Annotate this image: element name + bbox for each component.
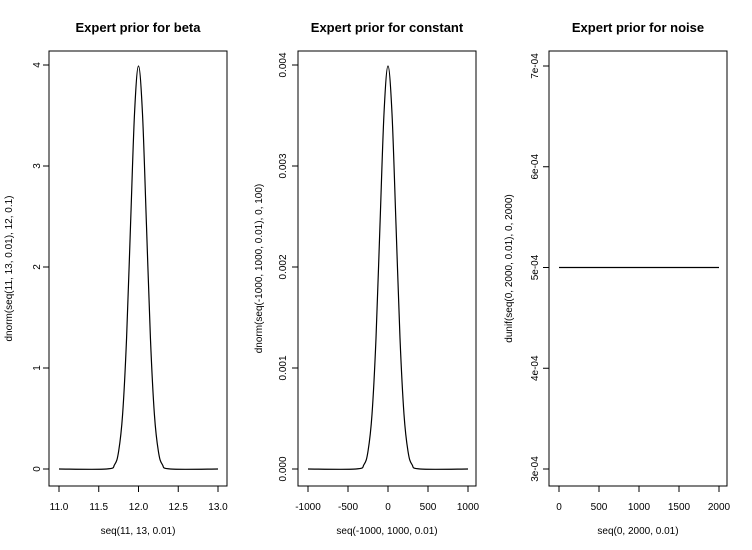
y-tick-label: 0.003	[278, 153, 289, 178]
y-tick-label: 5e-04	[530, 254, 541, 280]
chart-panel-3: Expert prior for noise seq(0, 2000, 0.01)…	[504, 20, 731, 537]
chart-panel-2: Expert prior for constant seq(-1000, 1000…	[254, 20, 480, 537]
y-tick-label: 2	[32, 264, 43, 270]
x-tick-label: 500	[591, 502, 608, 513]
y-tick-label: 7e-04	[530, 53, 541, 79]
x-tick-label: -500	[338, 502, 358, 513]
plot-frame	[548, 50, 728, 487]
x-tick-label: 12.0	[129, 502, 149, 513]
x-tick-label: 11.0	[50, 502, 69, 513]
x-axis-label: seq(-1000, 1000, 0.01)	[336, 526, 437, 537]
y-tick-label: 0	[32, 466, 43, 472]
y-tick-label: 3e-04	[530, 456, 541, 482]
chart-panel-1: Expert prior for beta seq(11, 13, 0.01) dn…	[4, 20, 228, 537]
y-axis-label: dunif(seq(0, 2000, 0.01), 0, 2000)	[504, 194, 515, 342]
y-tick-label: 6e-04	[530, 154, 541, 180]
chart-title: Expert prior for constant	[311, 20, 464, 35]
chart-title: Expert prior for noise	[572, 20, 704, 35]
plot-frame	[297, 50, 477, 487]
y-tick-label: 0.004	[278, 52, 289, 77]
x-tick-label: 1000	[457, 502, 480, 513]
x-tick-label: 0	[385, 502, 391, 513]
x-tick-label: 11.5	[89, 502, 108, 513]
y-axis-label: dnorm(seq(-1000, 1000, 0.01), 0, 100)	[254, 184, 265, 354]
y-tick-label: 3	[32, 163, 43, 169]
y-axis-label: dnorm(seq(11, 13, 0.01), 12, 0.1)	[4, 195, 15, 341]
x-tick-label: 1000	[628, 502, 651, 513]
x-tick-label: 0	[556, 502, 562, 513]
series-line-1	[307, 65, 469, 470]
series-line-1	[58, 65, 219, 470]
x-tick-label: 2000	[708, 502, 731, 513]
y-tick-label: 4	[32, 62, 43, 68]
x-axis-label: seq(0, 2000, 0.01)	[597, 526, 678, 537]
y-tick-label: 0.002	[278, 254, 289, 279]
x-tick-label: 13.0	[208, 502, 228, 513]
y-tick-label: 0.001	[278, 355, 289, 380]
plot-frame	[48, 50, 228, 487]
x-tick-label: 500	[420, 502, 437, 513]
x-axis-label: seq(11, 13, 0.01)	[101, 526, 176, 537]
chart-title: Expert prior for beta	[76, 20, 202, 35]
y-tick-label: 1	[32, 365, 43, 371]
x-tick-label: 1500	[668, 502, 691, 513]
x-tick-label: 12.5	[169, 502, 189, 513]
y-tick-label: 4e-04	[530, 355, 541, 381]
y-tick-label: 0.000	[278, 456, 289, 481]
x-tick-label: -1000	[295, 502, 321, 513]
